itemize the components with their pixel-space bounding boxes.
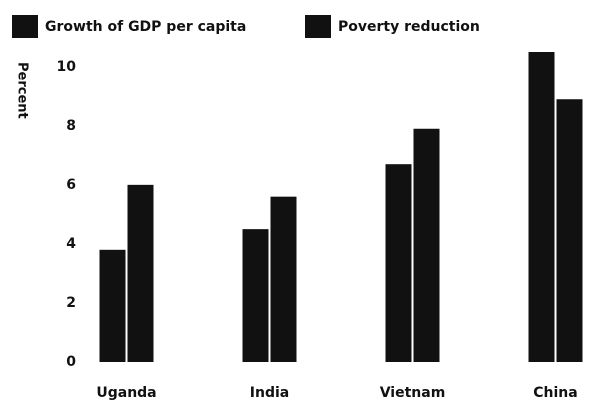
bar — [413, 128, 440, 362]
y-tick-label: 2 — [66, 295, 76, 311]
bar — [270, 196, 297, 362]
x-tick-label: Vietnam — [380, 385, 446, 401]
y-tick-label: 8 — [66, 118, 76, 134]
bar — [127, 184, 154, 362]
x-tick-label: Uganda — [96, 385, 156, 401]
y-tick-label: 0 — [66, 354, 76, 370]
y-tick-label: 4 — [66, 236, 76, 252]
y-tick-label: 6 — [66, 177, 76, 193]
legend-swatch — [305, 15, 331, 38]
y-axis-label: Percent — [15, 62, 30, 119]
bar — [385, 164, 412, 362]
bar — [242, 229, 269, 362]
bar — [528, 52, 555, 362]
bar — [556, 99, 583, 362]
x-tick-label: China — [533, 385, 577, 401]
legend-label: Growth of GDP per capita — [45, 19, 246, 35]
legend-swatch — [12, 15, 38, 38]
legend-label: Poverty reduction — [338, 19, 480, 35]
y-tick-label: 10 — [57, 59, 77, 75]
bar — [99, 249, 126, 362]
x-tick-label: India — [250, 385, 289, 401]
